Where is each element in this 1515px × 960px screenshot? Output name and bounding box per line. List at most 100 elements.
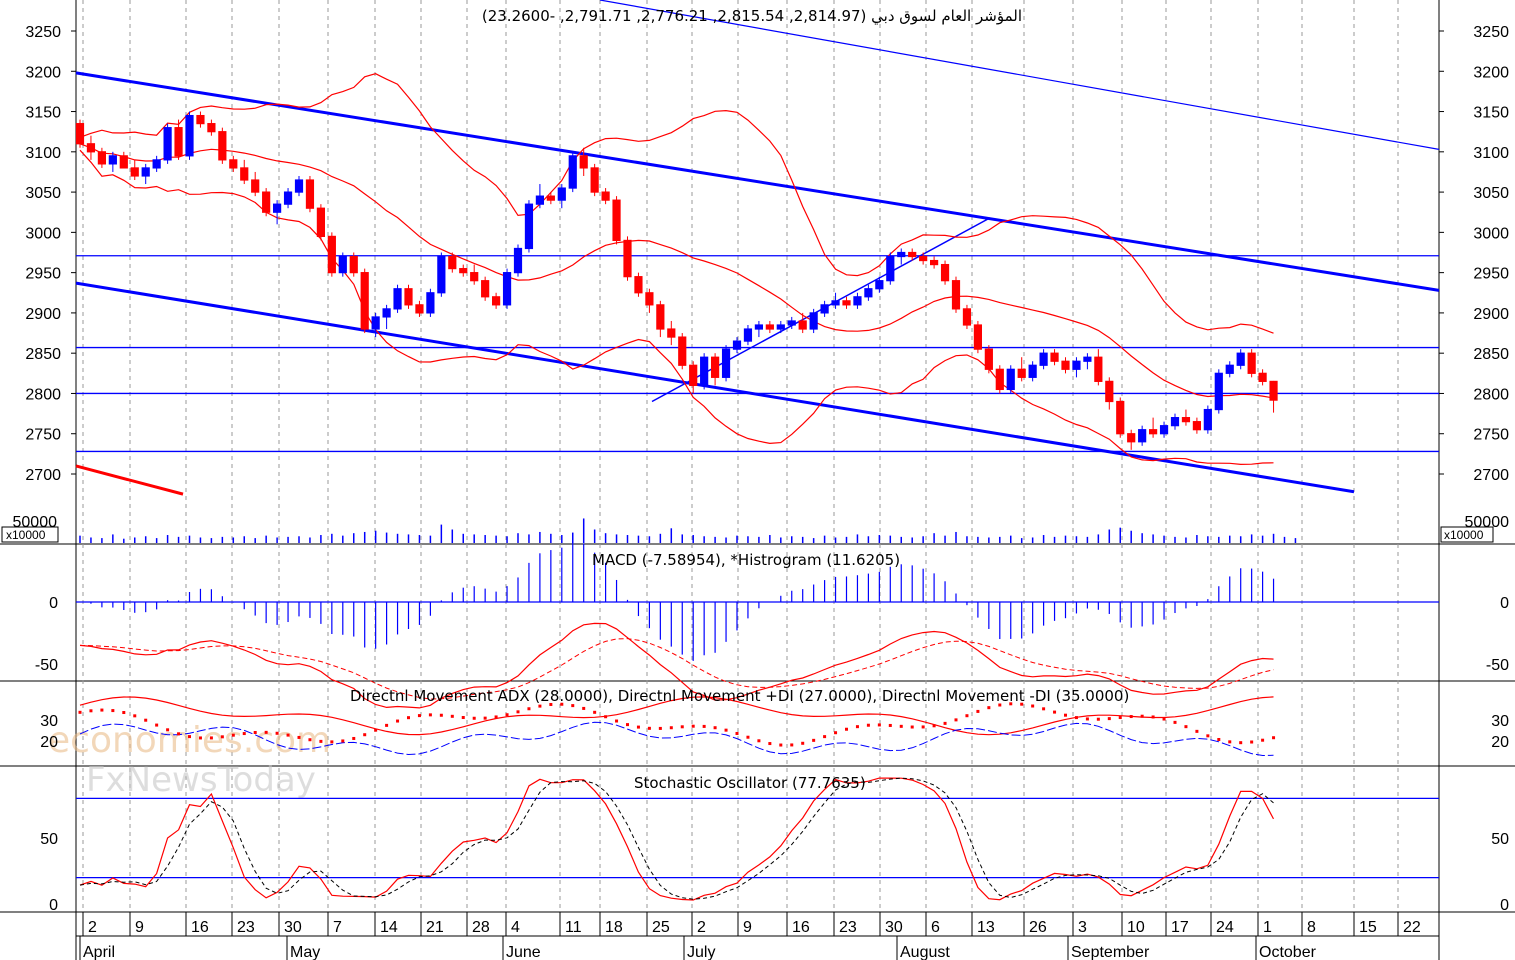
price-tick-right-2850: 2850	[1473, 346, 1509, 363]
minus-di-point-101	[1184, 725, 1188, 729]
minus-di-point-83	[987, 706, 991, 710]
price-tick-left-2800: 2800	[25, 386, 61, 403]
candle-body-8	[163, 127, 172, 161]
candle-body-34	[448, 255, 457, 270]
minus-di-point-12	[209, 736, 213, 740]
candle-body-58	[710, 356, 720, 378]
minus-di-point-107	[1250, 740, 1254, 744]
x-day-label-17: 30	[885, 919, 903, 936]
volume-multiplier-box-right	[1440, 526, 1494, 543]
stochastic-tick-left-0: 0	[49, 897, 58, 914]
candle-body-62	[754, 324, 764, 330]
minus-di-point-18	[275, 731, 279, 735]
volume-multiplier-box-left	[1, 526, 59, 543]
minus-di-point-54	[669, 726, 673, 730]
candle-body-11	[196, 114, 205, 125]
candle-body-14	[229, 159, 238, 169]
macd-tick-right-0: 0	[1500, 595, 1509, 612]
x-day-label-11: 18	[605, 919, 623, 936]
minus-di-point-36	[472, 716, 476, 720]
price-tick-right-3250: 3250	[1473, 24, 1509, 41]
candle-body-47	[590, 167, 599, 193]
candle-body-72	[864, 288, 873, 298]
minus-di-point-102	[1195, 729, 1199, 733]
candle-body-68	[820, 304, 829, 314]
candle-body-61	[743, 328, 753, 342]
candle-body-56	[689, 364, 698, 387]
minus-di-point-67	[812, 738, 816, 742]
dmi-title: Directnl Movement ADX (28.0000), Directn…	[350, 687, 1129, 705]
watermark-logo: economies.com FxNewsToday	[48, 720, 331, 800]
x-day-label-25: 1	[1263, 919, 1272, 936]
minus-di-point-73	[877, 723, 881, 727]
minus-di-point-39	[505, 713, 509, 717]
minus-di-point-4	[122, 711, 126, 715]
candle-body-86	[1017, 368, 1026, 378]
candle-body-100	[1170, 417, 1180, 427]
candle-body-0	[75, 123, 85, 145]
candle-body-9	[174, 127, 183, 157]
minus-di-point-79	[943, 721, 947, 725]
candle-body-25	[349, 255, 358, 274]
minus-di-point-85	[1009, 702, 1013, 706]
candle-body-45	[568, 155, 577, 189]
candle-body-69	[831, 300, 840, 306]
candle-body-33	[437, 255, 446, 294]
x-day-label-15: 16	[792, 919, 810, 936]
x-day-label-16: 23	[839, 919, 857, 936]
candle-body-12	[207, 123, 216, 133]
candle-body-1	[86, 143, 96, 153]
x-day-label-0: 2	[88, 919, 97, 936]
minus-di-point-63	[768, 742, 772, 746]
minus-di-point-28	[385, 723, 389, 727]
candle-body-103	[1203, 408, 1212, 431]
lower-channel-line	[75, 281, 1355, 494]
price-tick-right-2750: 2750	[1473, 427, 1509, 444]
minus-di-point-88	[1042, 707, 1046, 711]
price-panel	[75, 0, 1440, 543]
candle-body-78	[929, 259, 939, 266]
minus-di-point-68	[823, 735, 827, 739]
candle-body-67	[809, 312, 818, 330]
candle-body-102	[1192, 421, 1202, 431]
minus-di-point-60	[735, 731, 739, 735]
macd-title: MACD (-7.58954), *Histrogram (11.6205)	[592, 551, 900, 569]
candle-body-48	[601, 191, 610, 201]
candle-body-20	[294, 179, 304, 193]
x-month-label-6: October	[1259, 944, 1317, 960]
minus-di-point-104	[1217, 737, 1221, 741]
minus-di-point-9	[177, 732, 181, 736]
x-day-label-3: 23	[237, 919, 255, 936]
candle-body-94	[1105, 380, 1114, 403]
candle-body-46	[579, 155, 588, 169]
price-tick-right-2800: 2800	[1473, 386, 1509, 403]
x-day-label-4: 30	[284, 919, 302, 936]
minus-di-point-100	[1173, 720, 1177, 724]
minus-di-point-47	[593, 710, 597, 714]
candle-body-41	[524, 203, 534, 250]
minus-di-point-29	[396, 719, 400, 723]
candle-body-23	[327, 235, 336, 274]
price-tick-right-3100: 3100	[1473, 145, 1509, 162]
volume-multiplier-right: x10000	[1444, 528, 1484, 542]
candle-body-30	[404, 288, 413, 306]
upper-channel-line	[75, 71, 1440, 292]
candle-body-64	[776, 324, 785, 330]
candle-body-40	[513, 247, 523, 274]
candle-body-28	[382, 308, 391, 318]
price-tick-left-2950: 2950	[25, 266, 61, 283]
minus-di-point-58	[713, 726, 717, 730]
candle-body-88	[1039, 352, 1048, 366]
candle-body-108	[1258, 372, 1267, 382]
macd-tick-right--50: -50	[1486, 657, 1509, 674]
candle-body-36	[470, 272, 479, 282]
price-tick-right-3050: 3050	[1473, 185, 1509, 202]
minus-di-point-21	[308, 738, 312, 742]
x-day-label-28: 22	[1403, 919, 1421, 936]
candle-body-60	[732, 340, 742, 350]
price-tick-right-3000: 3000	[1473, 225, 1509, 242]
minus-di-point-40	[516, 710, 520, 714]
candle-body-89	[1050, 352, 1059, 362]
macd-tick-left--50: -50	[35, 657, 58, 674]
dmi-tick-right-30: 30	[1491, 713, 1509, 730]
